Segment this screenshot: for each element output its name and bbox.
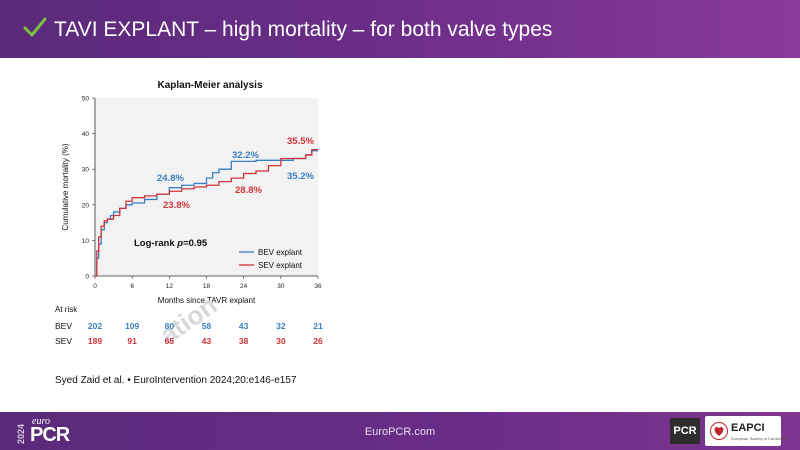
at-risk-value: 30 [276, 336, 286, 346]
y-axis-label: Cumulative mortality (%) [61, 143, 70, 230]
at-risk-value: 38 [239, 336, 249, 346]
legend-label: BEV explant [258, 248, 303, 257]
data-label: 24.8% [157, 173, 184, 184]
eapci-label: EAPCI [731, 422, 765, 434]
y-tick-label: 50 [82, 96, 90, 103]
x-tick-label: 24 [240, 283, 248, 290]
y-tick-label: 0 [85, 274, 89, 281]
heart-icon [710, 422, 728, 440]
at-risk-value: 65 [165, 336, 175, 346]
y-tick-label: 30 [82, 167, 90, 174]
citation: Syed Zaid et al. • EuroIntervention 2024… [55, 375, 297, 386]
slide-footer: 2024 euro PCR EuroPCR.com PCR EAPCI Euro… [0, 412, 800, 450]
at-risk-row-name: BEV [55, 321, 72, 331]
at-risk-value: 32 [276, 321, 286, 331]
x-tick-label: 30 [277, 283, 285, 290]
x-tick-label: 0 [93, 283, 97, 290]
europcr-logo: PCR [30, 424, 70, 446]
y-tick-label: 20 [82, 202, 90, 209]
at-risk-value: 43 [202, 336, 212, 346]
y-tick-label: 40 [82, 131, 90, 138]
at-risk-row-name: SEV [55, 336, 72, 346]
y-tick-label: 10 [82, 238, 90, 245]
x-tick-label: 18 [203, 283, 211, 290]
pcr-badge: PCR [670, 418, 700, 444]
checkmark-icon [23, 17, 47, 37]
at-risk-value: 43 [239, 321, 249, 331]
at-risk-value: 109 [125, 321, 139, 331]
slide-title: TAVI EXPLANT – high mortality – for both… [54, 18, 553, 41]
x-tick-label: 12 [166, 283, 174, 290]
chart-title: Kaplan-Meier analysis [157, 80, 263, 91]
series-line-sev-explant [95, 148, 318, 277]
data-label: 35.5% [287, 136, 314, 147]
at-risk-value: 202 [88, 321, 102, 331]
x-axis-label: Months since TAVR explant [158, 296, 256, 305]
x-tick-label: 6 [130, 283, 134, 290]
eapci-subtitle: European Society of Cardiology [731, 436, 788, 441]
at-risk-label: At risk [55, 305, 78, 314]
logo-euro: euro [32, 416, 50, 427]
data-label: 23.8% [163, 200, 190, 211]
at-risk-value: 189 [88, 336, 102, 346]
at-risk-value: 21 [313, 321, 323, 331]
data-label: 32.2% [232, 150, 259, 161]
at-risk-value: 58 [202, 321, 212, 331]
slide-header: TAVI EXPLANT – high mortality – for both… [0, 0, 800, 58]
data-label: 28.8% [235, 185, 262, 196]
at-risk-value: 91 [127, 336, 137, 346]
eapci-logo: EAPCI European Society of Cardiology [705, 416, 787, 446]
legend-label: SEV explant [258, 261, 303, 270]
at-risk-value: 26 [313, 336, 323, 346]
x-tick-label: 36 [314, 283, 322, 290]
footer-url[interactable]: EuroPCR.com [364, 426, 436, 438]
logrank-label: Log-rank p=0.95 [134, 238, 208, 249]
at-risk-value: 80 [165, 321, 175, 331]
data-label: 35.2% [287, 171, 314, 182]
